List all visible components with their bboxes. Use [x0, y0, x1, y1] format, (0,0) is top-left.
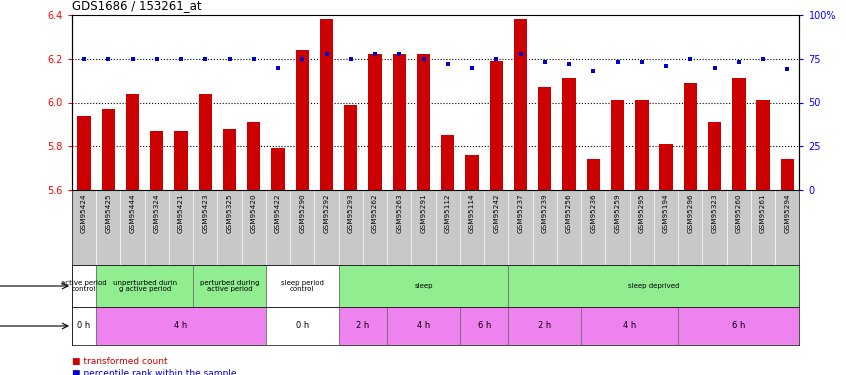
- Bar: [72, 265, 96, 307]
- Bar: [684, 83, 697, 190]
- Bar: [387, 307, 460, 345]
- Text: 4 h: 4 h: [624, 321, 636, 330]
- Bar: [102, 109, 115, 190]
- Text: 0 h: 0 h: [296, 321, 309, 330]
- Text: GSM95114: GSM95114: [469, 194, 475, 233]
- Text: GSM95291: GSM95291: [420, 194, 426, 233]
- Bar: [96, 265, 193, 307]
- Bar: [266, 307, 338, 345]
- Text: active period
control: active period control: [61, 280, 107, 292]
- Text: GSM95325: GSM95325: [227, 194, 233, 233]
- Text: 2 h: 2 h: [538, 321, 552, 330]
- Bar: [77, 116, 91, 190]
- Bar: [781, 159, 794, 190]
- Bar: [563, 78, 576, 190]
- Bar: [611, 100, 624, 190]
- Text: GSM95424: GSM95424: [81, 194, 87, 233]
- Text: ■ transformed count: ■ transformed count: [72, 357, 168, 366]
- Bar: [150, 131, 163, 190]
- Bar: [393, 54, 406, 190]
- Text: GSM95296: GSM95296: [687, 194, 694, 233]
- Bar: [338, 307, 387, 345]
- Text: GSM95425: GSM95425: [105, 194, 112, 233]
- Bar: [635, 100, 649, 190]
- Bar: [460, 307, 508, 345]
- Text: GSM95423: GSM95423: [202, 194, 208, 233]
- Text: GSM95239: GSM95239: [541, 194, 548, 233]
- Bar: [441, 135, 454, 190]
- Bar: [320, 20, 333, 190]
- Text: GSM95421: GSM95421: [178, 194, 184, 233]
- Bar: [508, 307, 581, 345]
- Bar: [659, 144, 673, 190]
- Text: 6 h: 6 h: [477, 321, 491, 330]
- Text: GSM95422: GSM95422: [275, 194, 281, 233]
- Text: GDS1686 / 153261_at: GDS1686 / 153261_at: [72, 0, 201, 12]
- Bar: [465, 155, 479, 190]
- Text: GSM95194: GSM95194: [663, 194, 669, 233]
- Bar: [344, 105, 358, 190]
- Text: GSM95262: GSM95262: [372, 194, 378, 233]
- Text: GSM95256: GSM95256: [566, 194, 572, 233]
- Text: 6 h: 6 h: [732, 321, 745, 330]
- Text: GSM95261: GSM95261: [760, 194, 766, 233]
- Bar: [266, 265, 338, 307]
- Bar: [508, 265, 799, 307]
- Bar: [126, 94, 140, 190]
- Text: GSM95324: GSM95324: [154, 194, 160, 233]
- Bar: [193, 265, 266, 307]
- Text: GSM95295: GSM95295: [639, 194, 645, 233]
- Bar: [247, 122, 261, 190]
- Text: GSM95444: GSM95444: [129, 194, 135, 233]
- Bar: [199, 94, 212, 190]
- Text: sleep period
control: sleep period control: [281, 280, 324, 292]
- Bar: [72, 307, 96, 345]
- Bar: [678, 307, 799, 345]
- Bar: [96, 307, 266, 345]
- Text: 4 h: 4 h: [174, 321, 188, 330]
- Bar: [272, 148, 285, 190]
- Bar: [417, 54, 431, 190]
- Text: 4 h: 4 h: [417, 321, 430, 330]
- Text: perturbed during
active period: perturbed during active period: [200, 280, 259, 292]
- Text: GSM95290: GSM95290: [299, 194, 305, 233]
- Bar: [756, 100, 770, 190]
- Text: GSM95292: GSM95292: [323, 194, 330, 233]
- Text: 2 h: 2 h: [356, 321, 370, 330]
- Bar: [368, 54, 382, 190]
- Bar: [538, 87, 552, 190]
- Text: GSM95260: GSM95260: [736, 194, 742, 233]
- Text: 0 h: 0 h: [78, 321, 91, 330]
- Text: ■ percentile rank within the sample: ■ percentile rank within the sample: [72, 369, 236, 375]
- Text: GSM95237: GSM95237: [518, 194, 524, 233]
- Text: GSM95242: GSM95242: [493, 194, 499, 233]
- Bar: [514, 20, 527, 190]
- Text: GSM95236: GSM95236: [591, 194, 596, 233]
- Text: GSM95293: GSM95293: [348, 194, 354, 233]
- Text: GSM95259: GSM95259: [614, 194, 621, 233]
- Bar: [490, 61, 503, 190]
- Text: sleep deprived: sleep deprived: [629, 283, 679, 289]
- Bar: [222, 129, 236, 190]
- Text: GSM95112: GSM95112: [445, 194, 451, 233]
- Text: GSM95263: GSM95263: [396, 194, 403, 233]
- Text: unperturbed durin
g active period: unperturbed durin g active period: [113, 280, 177, 292]
- Bar: [732, 78, 745, 190]
- Bar: [708, 122, 722, 190]
- Bar: [586, 159, 600, 190]
- Text: GSM95323: GSM95323: [711, 194, 717, 233]
- Text: GSM95420: GSM95420: [250, 194, 257, 233]
- Bar: [295, 50, 309, 190]
- Text: sleep: sleep: [415, 283, 433, 289]
- Bar: [174, 131, 188, 190]
- Bar: [581, 307, 678, 345]
- Bar: [338, 265, 508, 307]
- Text: GSM95294: GSM95294: [784, 194, 790, 233]
